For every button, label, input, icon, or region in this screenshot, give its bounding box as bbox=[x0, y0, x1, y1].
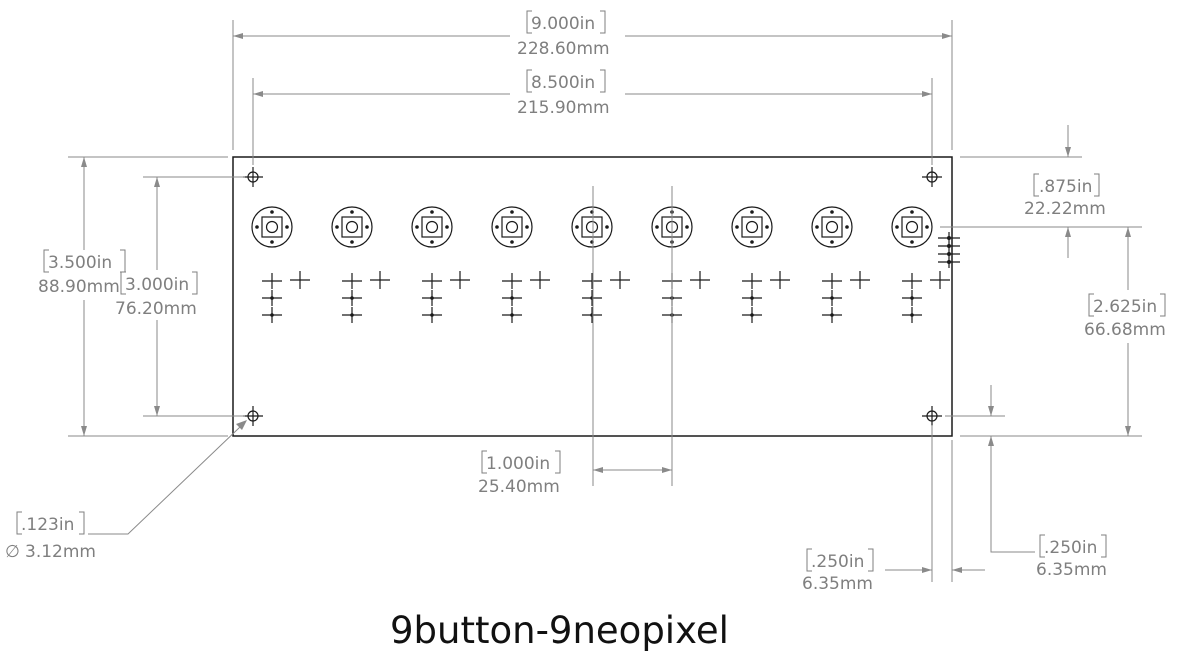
hole-inset-x-mm: 6.35mm bbox=[802, 574, 873, 594]
hole-spacing-y-in: 3.000in bbox=[125, 275, 189, 295]
dim-hole-spacing-x: 8.500in 215.90mm bbox=[252, 69, 933, 165]
mounting-hole bbox=[243, 167, 263, 187]
buttons-to-bottom-in: 2.625in bbox=[1093, 297, 1157, 317]
button-footprint bbox=[331, 206, 373, 248]
hole-inset-x-in: .250in bbox=[811, 552, 864, 572]
overall-height-mm: 88.90mm bbox=[38, 277, 120, 297]
hole-spacing-x-in: 8.500in bbox=[531, 73, 595, 93]
top-to-buttons-mm: 22.22mm bbox=[1024, 199, 1106, 219]
dim-hole-inset-x: .250in 6.35mm bbox=[802, 425, 985, 594]
hole-diameter-mm: 3.12mm bbox=[25, 542, 96, 562]
hole-spacing-x-mm: 215.90mm bbox=[517, 98, 610, 118]
top-to-buttons-in: .875in bbox=[1039, 177, 1092, 197]
button-footprint bbox=[811, 206, 853, 248]
neopixel-components bbox=[662, 271, 710, 323]
neopixel-components bbox=[342, 271, 390, 323]
button-footprint bbox=[891, 206, 933, 248]
dim-hole-spacing-y: 3.000in 76.20mm bbox=[115, 176, 245, 417]
dim-top-to-buttons: .875in 22.22mm bbox=[940, 125, 1142, 258]
neopixel-components bbox=[582, 271, 630, 323]
dim-hole-diameter: .123in ∅ 3.12mm bbox=[5, 420, 247, 562]
mounting-hole bbox=[922, 406, 942, 426]
hole-diameter-symbol: ∅ bbox=[5, 542, 20, 562]
overall-height-in: 3.500in bbox=[48, 253, 112, 273]
neopixel-components bbox=[422, 271, 470, 323]
mounting-holes bbox=[243, 167, 942, 426]
overall-width-in: 9.000in bbox=[531, 14, 595, 34]
dim-overall-width: 9.000in 228.60mm bbox=[232, 10, 953, 150]
hole-inset-y-mm: 6.35mm bbox=[1036, 560, 1107, 580]
buttons-to-bottom-mm: 66.68mm bbox=[1084, 320, 1166, 340]
hole-spacing-y-mm: 76.20mm bbox=[115, 299, 197, 319]
dim-button-pitch: 1.000in 25.40mm bbox=[478, 186, 673, 497]
neopixel-components bbox=[742, 271, 790, 323]
button-pitch-in: 1.000in bbox=[486, 454, 550, 474]
button-footprint bbox=[251, 206, 293, 248]
neopixel-components bbox=[822, 271, 870, 323]
button-footprint bbox=[491, 206, 533, 248]
button-footprint bbox=[571, 206, 613, 248]
drawing-title: 9button-9neopixel bbox=[390, 609, 729, 652]
small-components bbox=[262, 271, 950, 323]
neopixel-components bbox=[262, 271, 310, 323]
button-footprint bbox=[411, 206, 453, 248]
hole-inset-y-in: .250in bbox=[1044, 538, 1097, 558]
button-footprint bbox=[731, 206, 773, 248]
dim-overall-height: 3.500in 88.90mm bbox=[38, 156, 228, 437]
neopixel-components bbox=[902, 271, 950, 323]
button-footprints bbox=[251, 206, 933, 248]
dim-hole-inset-y: .250in 6.35mm bbox=[945, 385, 1107, 580]
mounting-hole bbox=[243, 406, 263, 426]
hole-diameter-in: .123in bbox=[21, 515, 74, 535]
mounting-hole bbox=[922, 167, 942, 187]
neopixel-components bbox=[502, 271, 550, 323]
edge-connector bbox=[938, 232, 960, 268]
button-pitch-mm: 25.40mm bbox=[478, 477, 560, 497]
overall-width-mm: 228.60mm bbox=[517, 39, 610, 59]
